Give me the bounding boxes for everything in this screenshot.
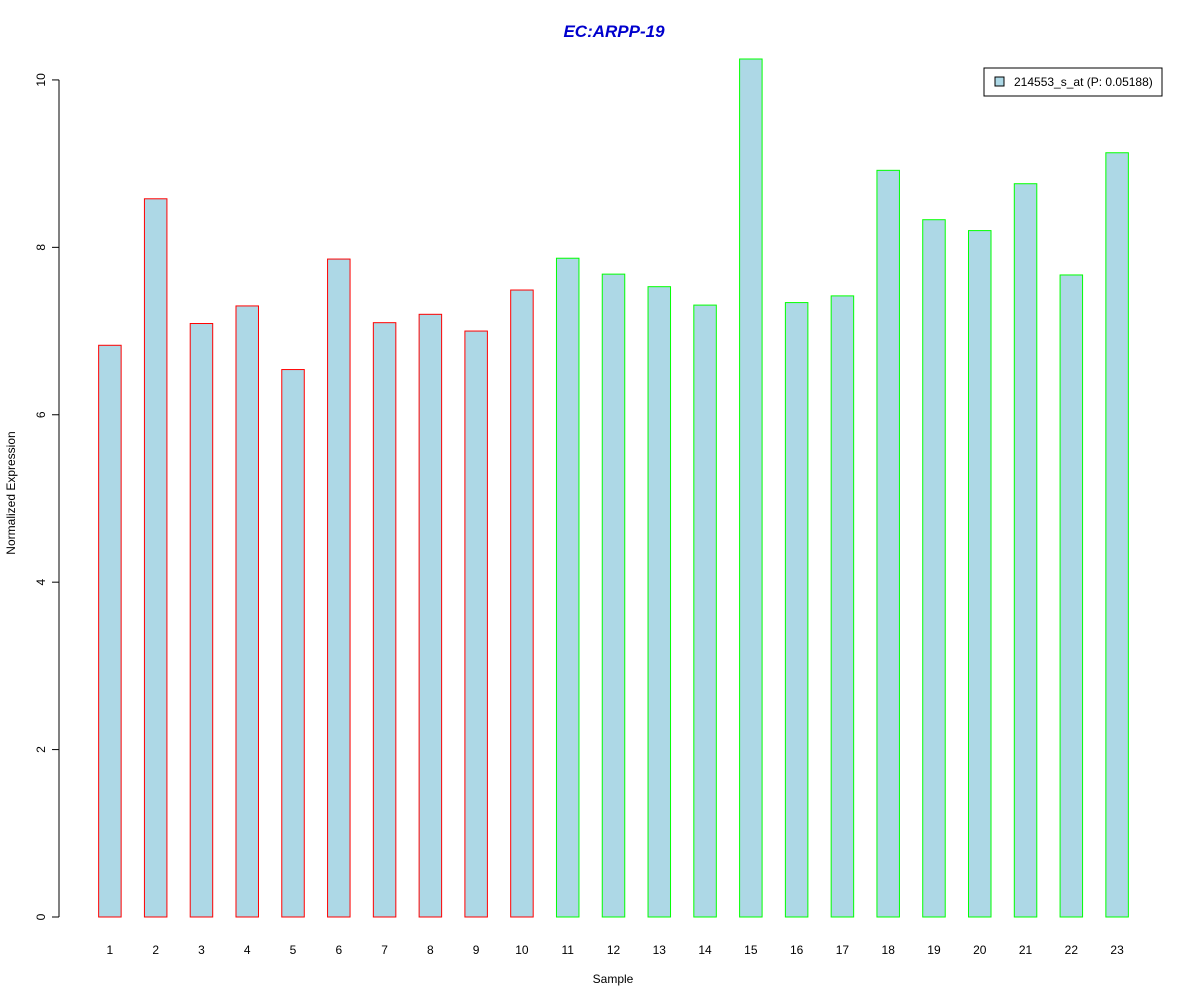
x-tick-label: 14 [698, 943, 712, 957]
x-tick-label: 9 [473, 943, 480, 957]
y-tick-label: 10 [34, 73, 48, 87]
bar-sample-23 [1105, 152, 1129, 918]
x-tick-label: 13 [653, 943, 667, 957]
bar-sample-16 [784, 302, 809, 918]
bar-sample-13 [647, 286, 672, 918]
bar-sample-17 [830, 295, 855, 918]
x-tick-label: 19 [927, 943, 941, 957]
x-tick-label: 6 [335, 943, 342, 957]
bar-sample-9 [464, 330, 488, 918]
x-tick-label: 4 [244, 943, 251, 957]
y-axis: 0 2 4 6 8 10 [34, 73, 60, 920]
x-tick-label: 20 [973, 943, 987, 957]
x-tick-label: 12 [607, 943, 621, 957]
bar-sample-2 [143, 198, 168, 918]
y-tick-label: 6 [34, 411, 48, 418]
bar-sample-14 [693, 304, 717, 918]
bar-sample-10 [510, 289, 534, 918]
x-tick-label: 1 [107, 943, 114, 957]
x-tick-label: 21 [1019, 943, 1033, 957]
x-tick-label: 17 [836, 943, 850, 957]
bar-sample-8 [418, 313, 443, 918]
y-tick-label: 4 [34, 579, 48, 586]
bar-sample-3 [189, 323, 214, 918]
bar-sample-5 [281, 369, 305, 918]
y-tick-label: 2 [34, 746, 48, 753]
x-tick-labels: 1 2 3 4 5 6 7 8 9 10 11 12 13 14 15 16 17 18 19 20 21 22 23 [107, 943, 1125, 957]
x-tick-label: 16 [790, 943, 804, 957]
x-tick-label: 2 [152, 943, 159, 957]
y-axis-title: Normalized Expression [4, 431, 18, 554]
x-tick-label: 11 [561, 943, 574, 957]
bar-sample-4 [235, 305, 259, 918]
x-tick-label: 7 [381, 943, 388, 957]
bar-sample-12 [601, 273, 626, 918]
x-tick-label: 18 [882, 943, 896, 957]
x-tick-label: 3 [198, 943, 205, 957]
x-tick-label: 23 [1110, 943, 1124, 957]
bar-sample-22 [1059, 274, 1084, 918]
x-axis-title: Sample [593, 972, 634, 986]
bar-sample-7 [372, 322, 397, 918]
y-tick-label: 0 [34, 913, 48, 920]
x-tick-label: 22 [1065, 943, 1079, 957]
legend: 214553_s_at (P: 0.05188) [983, 67, 1163, 97]
bar-sample-19 [922, 219, 946, 918]
bar-sample-11 [555, 257, 580, 918]
bar-sample-1 [98, 344, 122, 918]
bars-group [98, 58, 1129, 918]
legend-swatch [994, 76, 1005, 87]
bar-sample-6 [327, 258, 351, 918]
bar-sample-21 [1013, 183, 1038, 918]
x-tick-label: 15 [744, 943, 758, 957]
legend-box [983, 67, 1163, 97]
x-tick-label: 10 [515, 943, 529, 957]
x-tick-label: 8 [427, 943, 434, 957]
x-tick-label: 5 [290, 943, 297, 957]
bar-sample-20 [968, 230, 992, 918]
y-tick-label: 8 [34, 244, 48, 251]
chart-title: EC:ARPP-19 [563, 22, 665, 41]
bar-sample-18 [876, 169, 900, 918]
legend-label: 214553_s_at (P: 0.05188) [1014, 75, 1153, 89]
bar-sample-15 [739, 58, 763, 918]
